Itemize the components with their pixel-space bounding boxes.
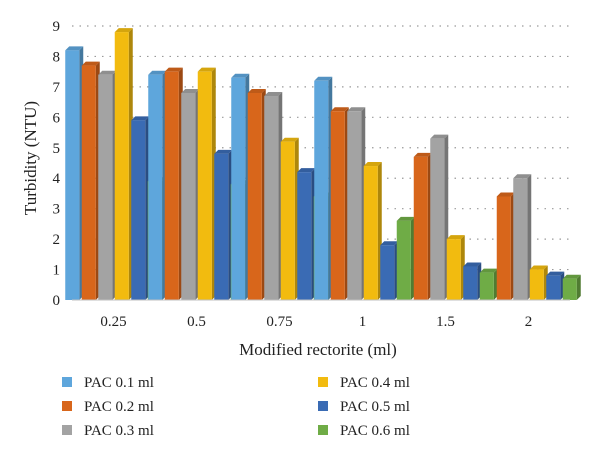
legend: PAC 0.1 ml PAC 0.2 ml PAC 0.3 ml PAC 0.4 ml…: [62, 375, 410, 439]
bar: [479, 268, 498, 300]
legend-swatch: [62, 377, 72, 387]
legend-item: PAC 0.1 ml: [62, 375, 154, 391]
bar: [314, 76, 333, 300]
y-tick-label: 7: [53, 80, 61, 96]
y-tick-label: 1: [53, 263, 61, 279]
legend-item: PAC 0.5 ml: [318, 399, 410, 415]
x-tick-label: 2: [525, 314, 533, 330]
y-tick-label: 0: [53, 293, 61, 309]
x-axis-title: Modified rectorite (ml): [239, 340, 397, 359]
bar: [65, 46, 84, 300]
bar: [148, 70, 167, 300]
bar: [297, 168, 316, 300]
y-tick-label: 9: [53, 19, 61, 35]
x-tick-label: 1.5: [436, 314, 455, 330]
x-tick-label: 1: [359, 314, 367, 330]
bar: [114, 28, 133, 300]
legend-item: PAC 0.2 ml: [62, 399, 154, 415]
legend-swatch: [62, 401, 72, 411]
bar: [463, 262, 482, 300]
bar: [247, 88, 266, 300]
y-tick-label: 6: [53, 110, 61, 126]
bar: [181, 88, 200, 300]
bar: [131, 116, 150, 300]
bar: [562, 274, 581, 300]
bar: [214, 149, 233, 300]
bar: [264, 92, 283, 301]
bar: [197, 67, 216, 301]
bar: [363, 162, 382, 300]
y-tick-labels: 0 1 2 3 4 5 6 7 8 9: [53, 19, 61, 309]
legend-label: PAC 0.1 ml: [84, 375, 154, 391]
legend-label: PAC 0.3 ml: [84, 423, 154, 439]
y-axis-title: Turbidity (NTU): [21, 101, 40, 215]
bar: [347, 107, 366, 300]
bar: [81, 61, 100, 301]
legend-swatch: [318, 425, 328, 435]
bar: [496, 192, 515, 300]
bars: [65, 28, 581, 301]
bar: [430, 134, 449, 300]
bar: [546, 271, 565, 300]
legend-item: PAC 0.6 ml: [318, 423, 410, 439]
bar: [280, 137, 299, 300]
legend-label: PAC 0.5 ml: [340, 399, 410, 415]
y-tick-label: 3: [53, 202, 61, 218]
x-tick-label: 0.25: [100, 314, 126, 330]
y-tick-label: 8: [53, 49, 61, 65]
x-tick-labels: 0.25 0.5 0.75 1 1.5 2: [100, 314, 532, 330]
legend-label: PAC 0.2 ml: [84, 399, 154, 415]
y-tick-label: 5: [53, 141, 61, 157]
legend-label: PAC 0.4 ml: [340, 375, 410, 391]
legend-swatch: [318, 401, 328, 411]
bar: [529, 265, 548, 300]
legend-item: PAC 0.4 ml: [318, 375, 410, 391]
x-tick-label: 0.75: [266, 314, 292, 330]
y-tick-label: 4: [53, 171, 61, 187]
y-tick-label: 2: [53, 232, 61, 248]
legend-label: PAC 0.6 ml: [340, 423, 410, 439]
bar: [396, 216, 415, 300]
legend-swatch: [318, 377, 328, 387]
bar: [446, 235, 465, 300]
bar: [413, 152, 432, 300]
legend-swatch: [62, 425, 72, 435]
bar: [330, 107, 349, 300]
bar: [98, 70, 117, 300]
x-tick-label: 0.5: [187, 314, 206, 330]
bar: [513, 174, 532, 300]
bar: [164, 67, 183, 301]
bar: [380, 241, 399, 300]
bar: [231, 73, 250, 300]
legend-item: PAC 0.3 ml: [62, 423, 154, 439]
